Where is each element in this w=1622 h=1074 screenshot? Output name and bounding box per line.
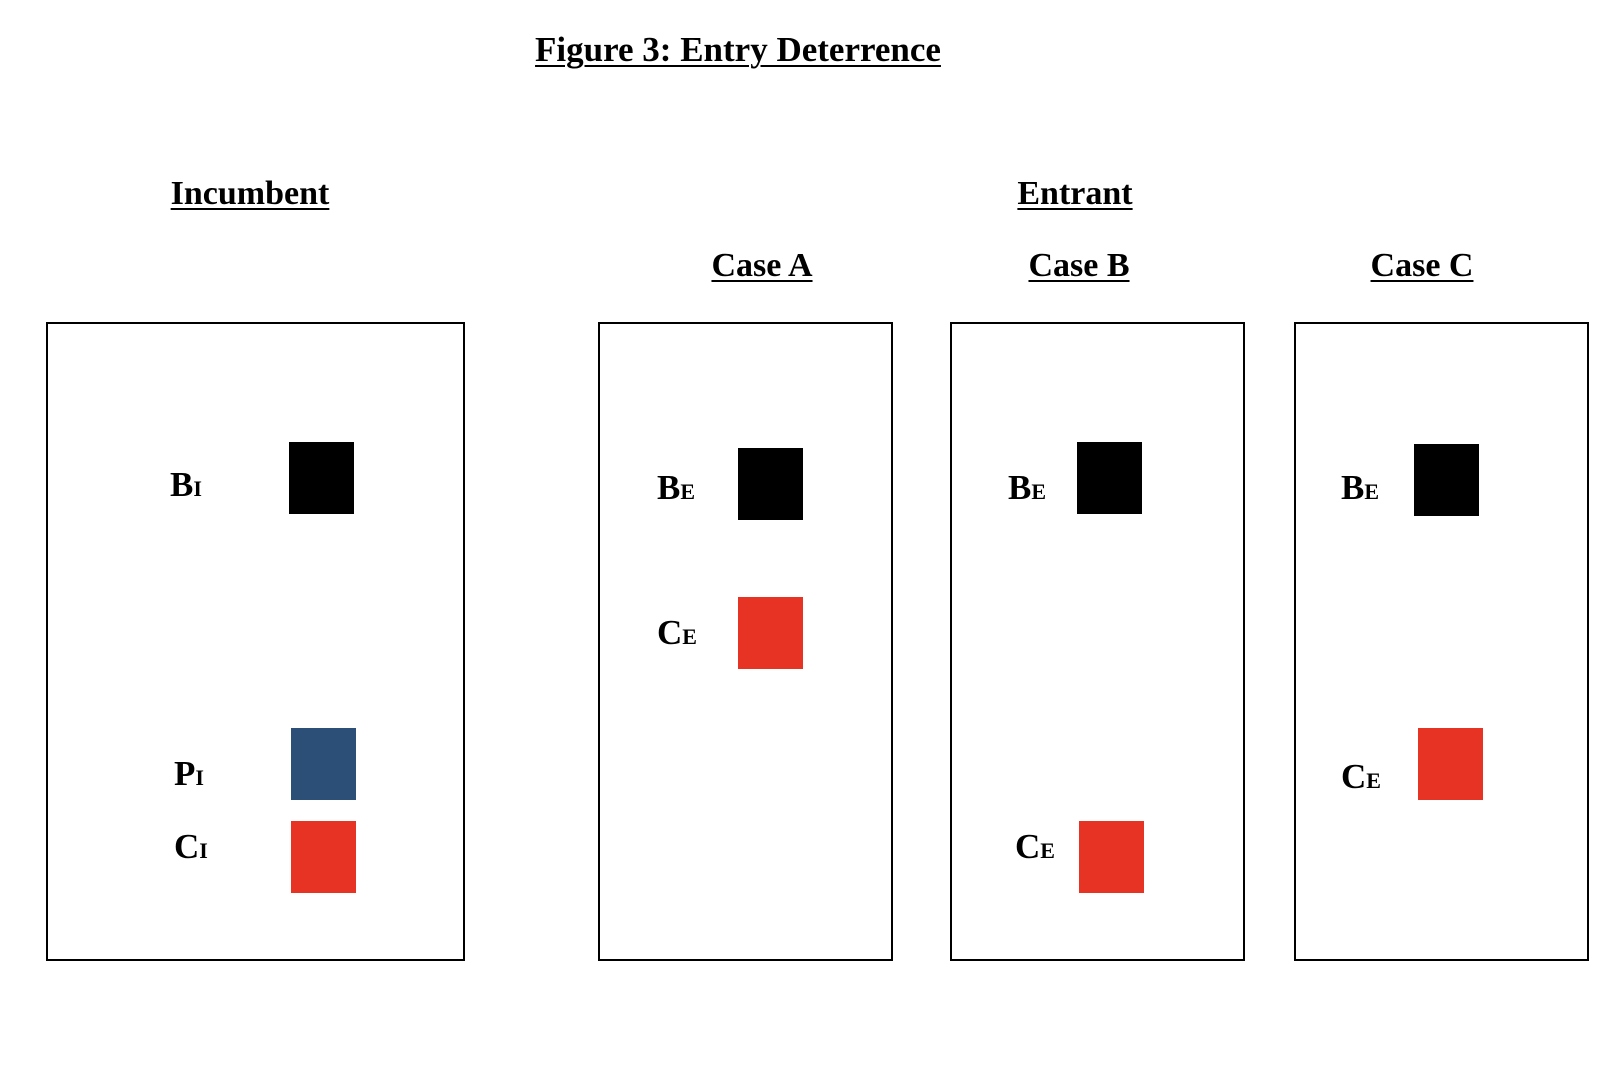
label-subscript: E xyxy=(1040,838,1055,863)
label-main: P xyxy=(174,754,196,793)
case-b-cost-square xyxy=(1079,821,1144,893)
label-main: B xyxy=(657,468,681,507)
case-c-heading: Case C xyxy=(1370,247,1474,284)
label-main: B xyxy=(1341,468,1365,507)
case-c-benefit-label: BE xyxy=(1341,470,1379,505)
label-subscript: I xyxy=(195,765,204,790)
label-subscript: I xyxy=(199,838,208,863)
label-subscript: E xyxy=(1031,479,1047,504)
case-a-cost-label: CE xyxy=(657,615,697,650)
case-a-cost-square xyxy=(738,597,803,669)
incumbent-price-label: PI xyxy=(174,756,204,791)
figure-title: Figure 3: Entry Deterrence xyxy=(535,30,941,69)
label-main: C xyxy=(1341,757,1367,796)
case-a-benefit-square xyxy=(738,448,803,520)
case-a-benefit-label: BE xyxy=(657,470,695,505)
label-subscript: E xyxy=(680,479,696,504)
case-b-cost-label: CE xyxy=(1015,829,1055,864)
label-subscript: I xyxy=(193,476,202,501)
case-b-heading: Case B xyxy=(1028,247,1130,284)
incumbent-price-square xyxy=(291,728,356,800)
incumbent-panel xyxy=(46,322,465,961)
case-b-benefit-square xyxy=(1077,442,1142,514)
label-subscript: E xyxy=(1366,768,1381,793)
incumbent-benefit-label: BI xyxy=(170,467,202,502)
case-c-cost-square xyxy=(1418,728,1483,800)
case-c-benefit-square xyxy=(1414,444,1479,516)
label-subscript: E xyxy=(682,624,697,649)
entrant-heading: Entrant xyxy=(1017,175,1133,212)
incumbent-cost-square xyxy=(291,821,356,893)
label-main: C xyxy=(657,613,683,652)
case-b-benefit-label: BE xyxy=(1008,470,1046,505)
case-c-panel xyxy=(1294,322,1589,961)
label-main: C xyxy=(1015,827,1041,866)
incumbent-benefit-square xyxy=(289,442,354,514)
case-c-cost-label: CE xyxy=(1341,759,1381,794)
label-main: C xyxy=(174,827,200,866)
label-main: B xyxy=(1008,468,1032,507)
label-main: B xyxy=(170,465,194,504)
incumbent-heading: Incumbent xyxy=(170,175,330,212)
incumbent-cost-label: CI xyxy=(174,829,208,864)
case-a-heading: Case A xyxy=(711,247,813,284)
label-subscript: E xyxy=(1364,479,1380,504)
